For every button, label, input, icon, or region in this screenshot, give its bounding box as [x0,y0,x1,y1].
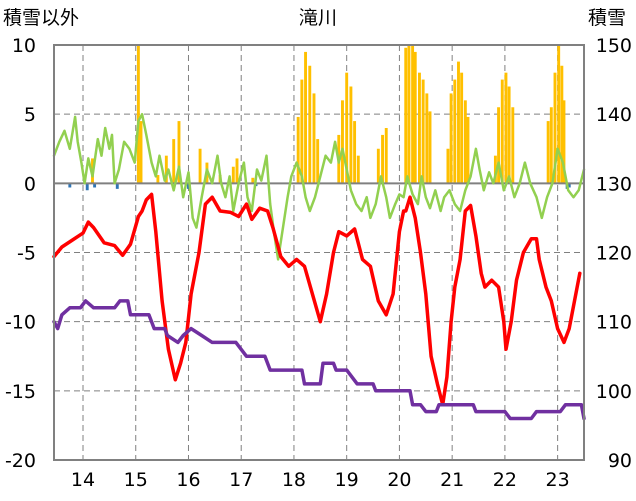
right-tick-label: 150 [596,35,632,57]
bar [453,79,457,184]
bar [500,79,504,184]
right-tick-label: 110 [596,312,632,334]
bar [557,45,561,184]
bar [463,100,467,184]
bar [172,139,176,184]
bar [493,155,497,184]
x-tick-label: 19 [335,469,359,491]
bar [304,51,308,184]
bar [384,128,388,184]
bar [413,51,417,184]
grid [54,45,584,460]
left-tick-label: -15 [5,381,36,403]
left-axis-title: 積雪以外 [3,7,79,29]
bar [312,93,316,184]
bar [511,107,515,184]
bar [251,177,255,184]
bar [418,72,421,184]
bar [300,79,304,184]
bar [93,183,97,188]
bar [353,121,357,184]
x-tick-label: 16 [176,469,200,491]
bar-series [68,45,571,191]
chart-title: 滝川 [299,7,337,29]
bar [449,93,453,184]
right-tick-label: 120 [596,243,632,265]
axis-labels: 10 5 0 -5 -10 -15 -20 150 140 130 120 110 100 90 14 15 1… [5,35,632,491]
bar [504,72,508,184]
bar [425,93,429,184]
x-tick-label: 22 [493,469,517,491]
x-tick-label: 18 [282,469,306,491]
bar [421,79,425,184]
bar [407,45,411,184]
bar [85,183,89,191]
bar [562,100,566,184]
left-tick-label: 5 [24,104,36,126]
bar [549,107,553,184]
bar [497,107,501,184]
bar [411,45,415,184]
x-tick-label: 23 [546,469,570,491]
bar [567,183,571,188]
purple-series-line [52,299,586,421]
bar [349,86,353,184]
left-tick-label: -20 [5,450,36,472]
bar [136,45,140,184]
bar [316,139,320,184]
bar [460,72,464,184]
bar [164,155,168,184]
right-tick-label: 100 [596,381,632,403]
bar [308,65,312,184]
bar [560,65,564,184]
left-tick-label: -5 [17,243,36,265]
bar [68,183,72,188]
left-tick-label: 10 [12,35,36,57]
bar [381,134,384,184]
x-tick-label: 20 [387,469,411,491]
line-series [52,112,586,421]
bar [156,175,160,184]
right-tick-label: 130 [596,173,632,195]
plot-frame [53,44,585,461]
right-tick-label: 90 [608,450,632,472]
green-series-line [52,112,586,261]
bar [507,86,511,184]
x-tick-label: 14 [71,469,95,491]
bar [341,100,344,184]
bar [177,121,181,184]
bar [198,148,202,184]
bar [376,148,380,184]
bar [115,183,119,189]
bar [187,183,190,189]
left-tick-label: 0 [24,173,36,195]
left-tick-label: -10 [5,312,36,334]
red-series-line [52,192,582,407]
bar [139,121,143,184]
bar [296,116,300,184]
bar [457,61,460,184]
bar [466,116,470,184]
bar [345,72,349,184]
bar [553,72,557,184]
x-tick-label: 15 [124,469,148,491]
bar [446,148,450,184]
right-tick-label: 140 [596,104,632,126]
x-tick-label: 17 [229,469,253,491]
bar [404,47,408,184]
bar [356,155,360,184]
bar [235,158,239,184]
x-tick-label: 21 [440,469,464,491]
bar [546,121,550,184]
bar [428,111,432,184]
right-axis-title: 積雪 [588,7,626,29]
bar [231,166,235,184]
